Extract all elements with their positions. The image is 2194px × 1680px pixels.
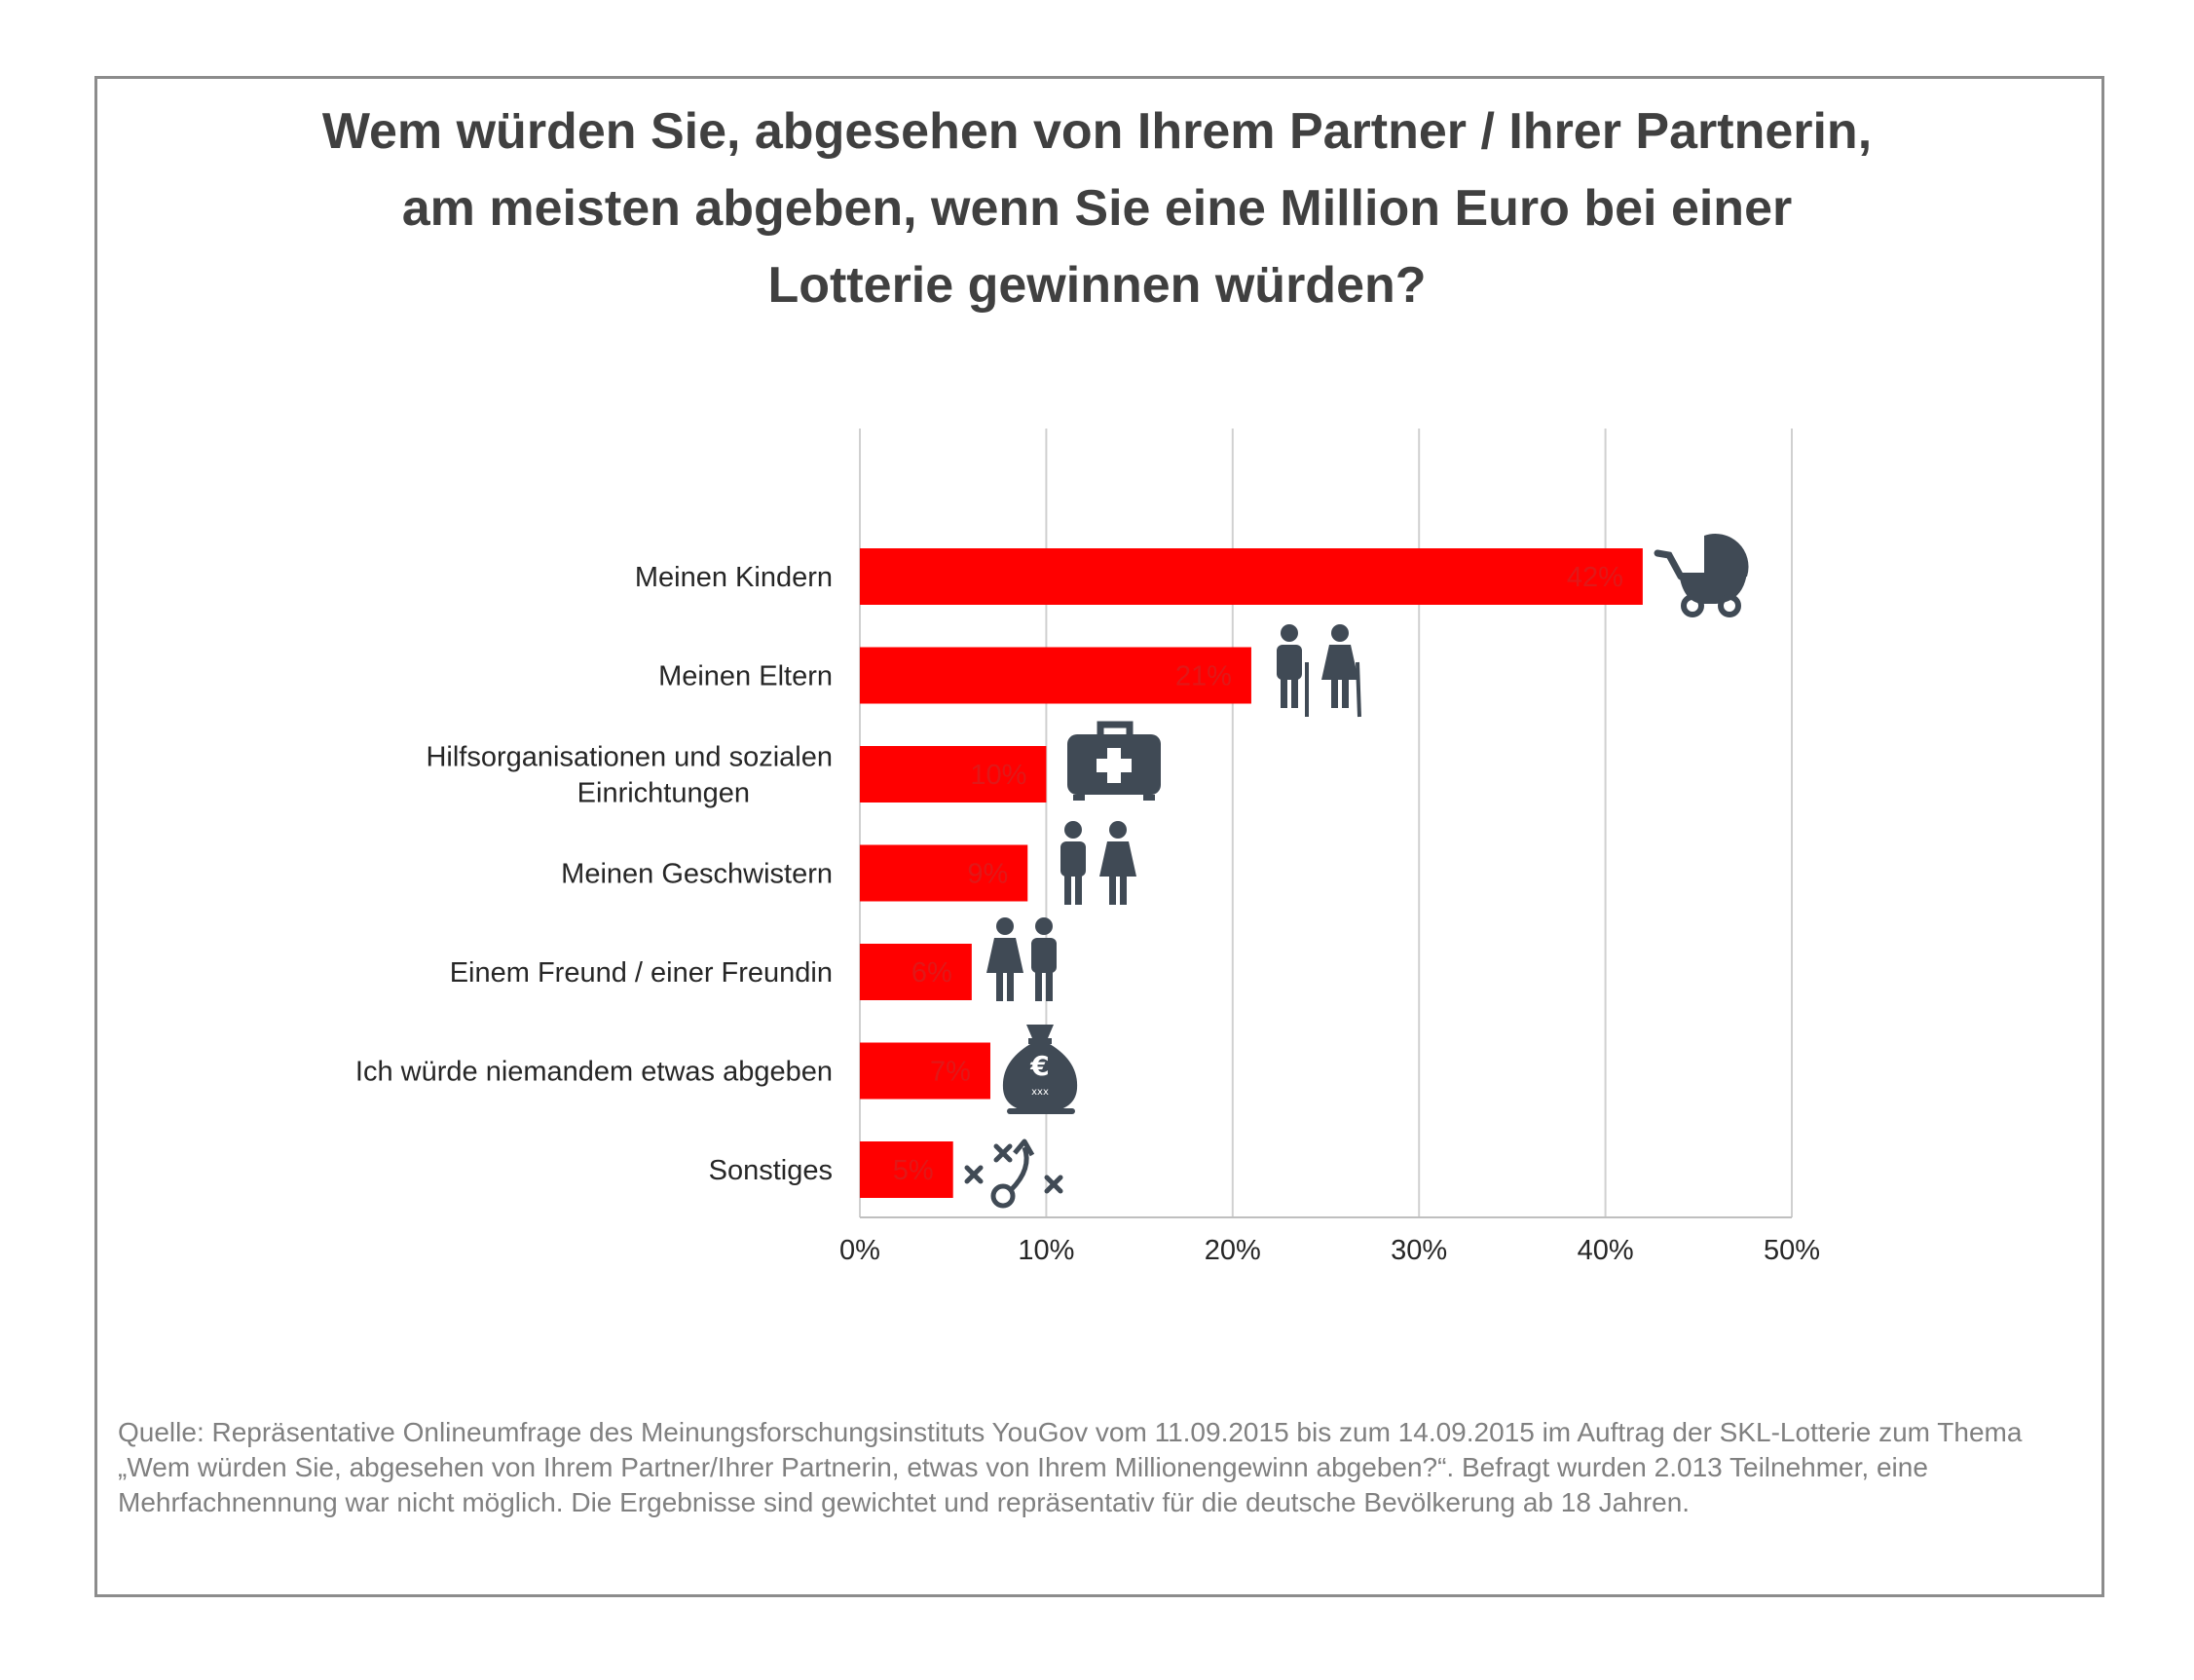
- category-label: Ich würde niemandem etwas abgeben: [355, 1057, 833, 1088]
- friends-icon: [986, 917, 1057, 1001]
- money-bag-text: xxx: [1031, 1087, 1049, 1098]
- bar: [860, 1042, 990, 1100]
- data-label: 9%: [967, 859, 1008, 890]
- sibling-figure: [1099, 821, 1136, 905]
- elderly-man: [1277, 624, 1302, 708]
- value-labels: 42% 21% 10% 9% 6% 7% 5%: [893, 562, 1623, 1186]
- chart-frame: [94, 76, 2104, 1597]
- x-tick-label: 50%: [1764, 1235, 1820, 1266]
- sibling-figure: [1060, 821, 1086, 905]
- friend-figure: [1031, 917, 1057, 1001]
- x-tick-label: 30%: [1391, 1235, 1447, 1266]
- grid: [859, 429, 1793, 1218]
- x-axis-tick-labels: 0% 10% 20% 30% 40% 50%: [839, 1235, 1820, 1266]
- bars: [860, 548, 1643, 1198]
- x-tick-label: 0%: [839, 1235, 880, 1266]
- bar: [860, 746, 1047, 803]
- source-note: Quelle: Repräsentative Onlineumfrage des…: [118, 1417, 2023, 1517]
- siblings-icon: [1060, 821, 1136, 905]
- chart-title-line: am meisten abgeben, wenn Sie eine Millio…: [401, 180, 1793, 237]
- friend-figure: [986, 917, 1023, 1001]
- category-label: Einrichtungen: [577, 778, 750, 809]
- category-label: Meinen Kindern: [635, 562, 833, 593]
- chart-title-line: Wem würden Sie, abgesehen von Ihrem Part…: [321, 103, 1873, 160]
- bar: [860, 944, 972, 1000]
- x-tick-label: 40%: [1578, 1235, 1634, 1266]
- money-bag-euro-icon: € xxx: [1002, 1025, 1078, 1114]
- data-label: 7%: [930, 1057, 971, 1088]
- chart-title-line: Lotterie gewinnen würden?: [767, 257, 1427, 314]
- data-label: 42%: [1567, 562, 1623, 593]
- data-label: 21%: [1175, 661, 1232, 692]
- data-label: 5%: [893, 1155, 934, 1186]
- x-tick-label: 20%: [1205, 1235, 1261, 1266]
- category-labels: Meinen Kindern Meinen Eltern Hilfsorganisa…: [355, 562, 833, 1186]
- money-bag-euro-symbol: €: [1029, 1050, 1049, 1082]
- elderly-woman: [1321, 624, 1358, 708]
- data-label: 6%: [911, 957, 952, 989]
- chart-title: Wem würden Sie, abgesehen von Ihrem Part…: [195, 93, 1999, 324]
- category-icons: € xxx: [964, 533, 1749, 1209]
- stroller-icon: [1654, 533, 1749, 617]
- category-label: Hilfsorganisationen und sozialen: [426, 742, 833, 773]
- strategy-plan-icon: [964, 1139, 1063, 1209]
- first-aid-kit-icon: [1067, 721, 1161, 801]
- bar: [860, 1141, 953, 1198]
- data-label: 10%: [970, 760, 1026, 791]
- bar: [860, 844, 1028, 902]
- bar: [860, 647, 1251, 704]
- elderly-couple-icon: [1277, 624, 1361, 718]
- category-label: Meinen Eltern: [658, 661, 833, 692]
- x-tick-label: 10%: [1018, 1235, 1074, 1266]
- category-label: Einem Freund / einer Freundin: [450, 957, 833, 989]
- category-label: Meinen Geschwistern: [561, 859, 833, 890]
- bar: [860, 548, 1643, 605]
- category-label: Sonstiges: [709, 1155, 833, 1186]
